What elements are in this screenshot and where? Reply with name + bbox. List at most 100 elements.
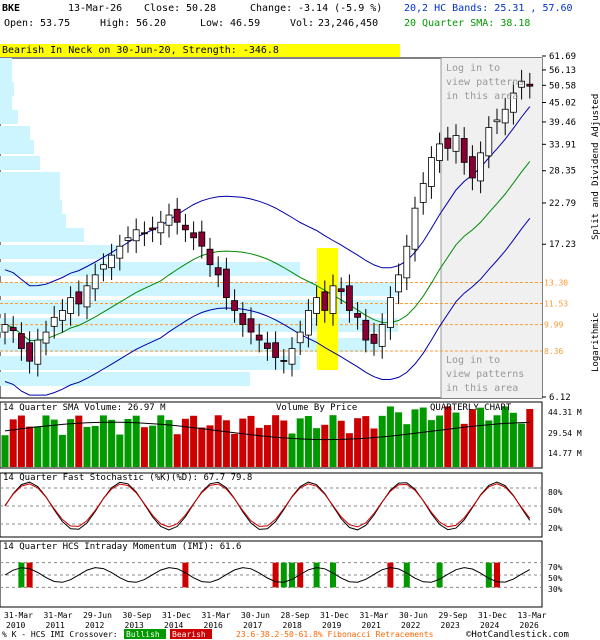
imi-panel [0,540,543,608]
fib-label-3: 8.36 [544,347,563,356]
candle-body-46 [378,324,386,347]
vbp-bar-5 [0,126,30,140]
candle-body-25 [206,248,214,266]
vbp-bar-2 [0,82,14,96]
brand: ©HotCandlestick.com [466,630,569,640]
candle-body-40 [329,285,337,314]
price-tick-2: 50.58 [549,81,576,91]
candle-body-16 [132,229,140,242]
imi-tick-50: 50% [548,574,563,583]
imi-crossover-4 [280,562,287,588]
chart-header: BKE 13-Mar-26 Close: 50.28 Change: -3.14… [0,0,600,44]
imi-crossover-2 [182,562,189,588]
imi-crossover-11 [436,562,443,588]
x-tick-5-date: 31-Mar [202,611,231,620]
high-label: High: [100,18,131,29]
volume-bar-32 [263,425,271,467]
candle-body-55 [452,135,460,152]
imi-crossover-10 [403,562,410,588]
vbp-bar-8 [0,172,60,186]
candle-body-9 [75,291,83,305]
candle-body-57 [468,156,476,179]
imi-crossover-3 [272,562,279,588]
login-bottom-3[interactable]: in this area [446,383,518,394]
candle-body-14 [116,245,124,259]
stoch-k-line [4,481,531,531]
candle-body-60 [493,119,501,123]
volume-bar-46 [378,415,386,467]
fib-lines: 13.30 11.53 9.99 8.36 [0,278,568,356]
login-bottom-2[interactable]: view patterns [446,369,524,380]
x-tick-6-year: 2017 [243,621,262,630]
candle-body-37 [304,310,312,336]
sma-line [4,161,531,342]
login-top-1[interactable]: Log in to [446,63,500,74]
x-tick-13-year: 2026 [520,621,539,630]
candle-body-43 [354,313,362,318]
volume-bar-8 [67,419,75,467]
scale-label: Logarithmic [591,312,600,372]
candle-body-32 [263,342,271,349]
candle-body-24 [198,231,206,247]
volume-bar-35 [288,433,296,467]
volume-sma-line [4,421,530,441]
login-top-3[interactable]: in this area [446,91,518,102]
candle-body-7 [59,310,66,321]
volume-bar-9 [75,415,83,467]
candle-body-33 [272,342,280,358]
imi-crossover-12 [485,562,492,588]
imi-line [4,567,531,583]
candle-body-64 [526,83,534,87]
candle-body-48 [395,274,403,293]
adjusted-label: Split and Dividend Adjusted [591,94,600,240]
imi-tick-30: 30% [548,585,563,594]
x-tick-12-date: 31-Dec [478,611,507,620]
sma-label: 20 Quarter SMA: 38.18 [404,18,531,29]
price-axis: 61.69 56.13 50.58 45.02 39.46 33.91 28.35 22.79… [542,52,576,403]
candle-body-0 [1,324,9,333]
candle-body-20 [165,214,173,226]
symbol: BKE [2,3,21,14]
x-tick-13-date: 13-Mar [518,611,547,620]
candle-body-35 [288,348,296,365]
volume-bar-23 [190,415,198,467]
imi-crossover-13 [494,562,500,588]
volume-bar-16 [132,415,140,467]
volume-bar-61 [501,406,509,467]
volume-bar-57 [468,409,476,467]
vbp-bar-7 [0,156,40,170]
volume-bar-22 [181,418,189,467]
vol-tick-2: 29.54 M [548,429,582,438]
stoch-tick-20: 20% [548,524,563,533]
login-bottom-1[interactable]: Log in to [446,355,500,366]
volume-bar-45 [370,428,378,467]
low-label: Low: [200,18,225,29]
pattern-banner: Bearish In Neck on 30-Jun-20, Strength: … [0,44,400,57]
vbp-bar-0 [0,58,12,72]
candle-body-36 [296,331,304,344]
login-top-2[interactable]: view patterns [446,77,524,88]
volume-bar-14 [116,434,124,467]
candle-body-18 [149,227,157,231]
x-tick-1-date: 31-Mar [44,611,73,620]
volume-bar-2 [17,415,25,467]
volume-bar-54 [444,406,452,467]
price-tick-0: 61.69 [549,52,576,62]
volume-bar-38 [313,428,321,467]
bullish-swatch [124,629,166,639]
volume-bar-53 [436,415,444,467]
volume-bar-7 [58,434,66,467]
x-tick-10-year: 2022 [401,621,420,630]
volume-bar-63 [518,423,526,467]
candle-body-39 [321,291,329,311]
x-tick-10-date: 30-Jun [399,611,428,620]
candle-body-12 [100,264,107,270]
change-label: Change: [250,3,293,14]
volume-bar-41 [337,420,345,467]
vbp-bar-3 [0,96,12,110]
vbp-bar-20 [0,372,250,386]
candle-body-34 [280,360,288,362]
volume-bar-43 [354,418,362,467]
price-tick-7: 22.79 [549,199,576,209]
